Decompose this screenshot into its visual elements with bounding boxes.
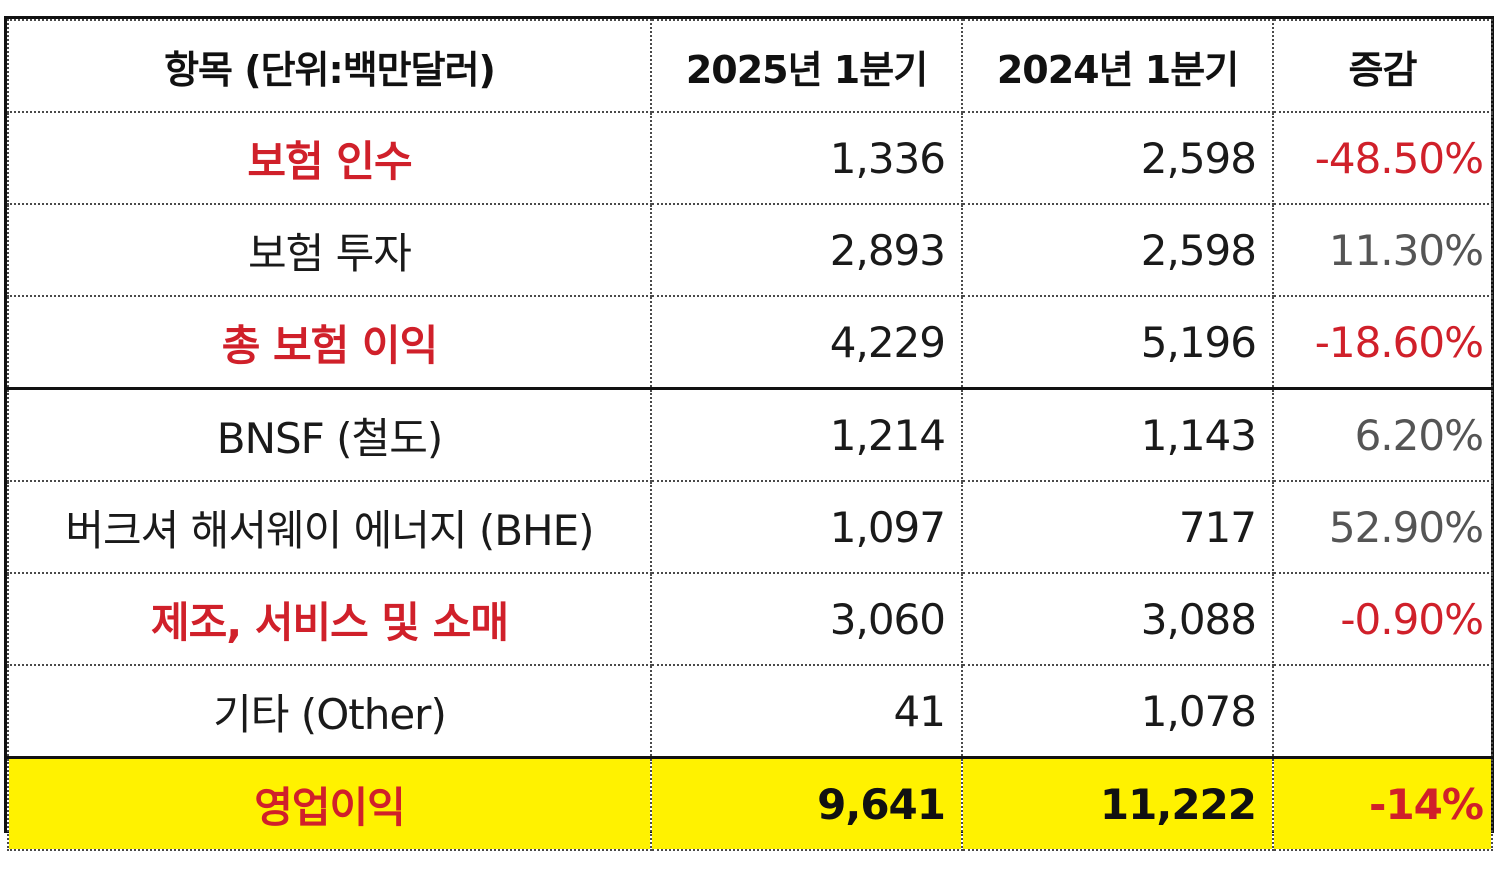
header-change: 증감 bbox=[1272, 19, 1493, 113]
row-value-2025: 41 bbox=[650, 664, 963, 759]
row-value-2024: 1,143 bbox=[961, 387, 1274, 482]
total-value-2025: 9,641 bbox=[650, 756, 963, 851]
earnings-table: 항목 (단위:백만달러) 2025년 1분기 2024년 1분기 증감 보험 인… bbox=[7, 19, 1493, 851]
row-value-2024: 3,088 bbox=[961, 572, 1274, 666]
table-row: 기타 (Other) 41 1,078 bbox=[7, 664, 1493, 759]
row-label: BNSF (철도) bbox=[7, 387, 652, 482]
table-row: 버크셔 해서웨이 에너지 (BHE) 1,097 717 52.90% bbox=[7, 480, 1493, 574]
earnings-table-container: 항목 (단위:백만달러) 2025년 1분기 2024년 1분기 증감 보험 인… bbox=[4, 16, 1494, 851]
row-change: 52.90% bbox=[1272, 480, 1493, 574]
row-value-2025: 4,229 bbox=[650, 295, 963, 390]
row-label: 보험 투자 bbox=[7, 203, 652, 297]
row-change: -18.60% bbox=[1272, 295, 1493, 390]
table-row: 보험 인수 1,336 2,598 -48.50% bbox=[7, 111, 1493, 205]
total-change: -14% bbox=[1272, 756, 1493, 851]
row-label: 총 보험 이익 bbox=[7, 295, 652, 390]
table-row: BNSF (철도) 1,214 1,143 6.20% bbox=[7, 387, 1493, 482]
table-row: 총 보험 이익 4,229 5,196 -18.60% bbox=[7, 295, 1493, 390]
row-value-2025: 1,214 bbox=[650, 387, 963, 482]
total-label: 영업이익 bbox=[7, 756, 652, 851]
row-value-2025: 1,336 bbox=[650, 111, 963, 205]
row-value-2025: 2,893 bbox=[650, 203, 963, 297]
header-q1-2025: 2025년 1분기 bbox=[650, 19, 963, 113]
header-q1-2024: 2024년 1분기 bbox=[961, 19, 1274, 113]
row-change bbox=[1272, 664, 1493, 759]
header-item: 항목 (단위:백만달러) bbox=[7, 19, 652, 113]
header-row: 항목 (단위:백만달러) 2025년 1분기 2024년 1분기 증감 bbox=[7, 19, 1493, 113]
row-value-2024: 2,598 bbox=[961, 203, 1274, 297]
row-value-2025: 3,060 bbox=[650, 572, 963, 666]
row-value-2025: 1,097 bbox=[650, 480, 963, 574]
row-change: 11.30% bbox=[1272, 203, 1493, 297]
row-value-2024: 717 bbox=[961, 480, 1274, 574]
total-row: 영업이익 9,641 11,222 -14% bbox=[7, 756, 1493, 851]
row-label: 기타 (Other) bbox=[7, 664, 652, 759]
row-change: -0.90% bbox=[1272, 572, 1493, 666]
total-value-2024: 11,222 bbox=[961, 756, 1274, 851]
row-change: -48.50% bbox=[1272, 111, 1493, 205]
row-value-2024: 2,598 bbox=[961, 111, 1274, 205]
row-value-2024: 5,196 bbox=[961, 295, 1274, 390]
table-row: 보험 투자 2,893 2,598 11.30% bbox=[7, 203, 1493, 297]
row-value-2024: 1,078 bbox=[961, 664, 1274, 759]
row-label: 보험 인수 bbox=[7, 111, 652, 205]
row-label: 버크셔 해서웨이 에너지 (BHE) bbox=[7, 480, 652, 574]
row-change: 6.20% bbox=[1272, 387, 1493, 482]
table-row: 제조, 서비스 및 소매 3,060 3,088 -0.90% bbox=[7, 572, 1493, 666]
row-label: 제조, 서비스 및 소매 bbox=[7, 572, 652, 666]
